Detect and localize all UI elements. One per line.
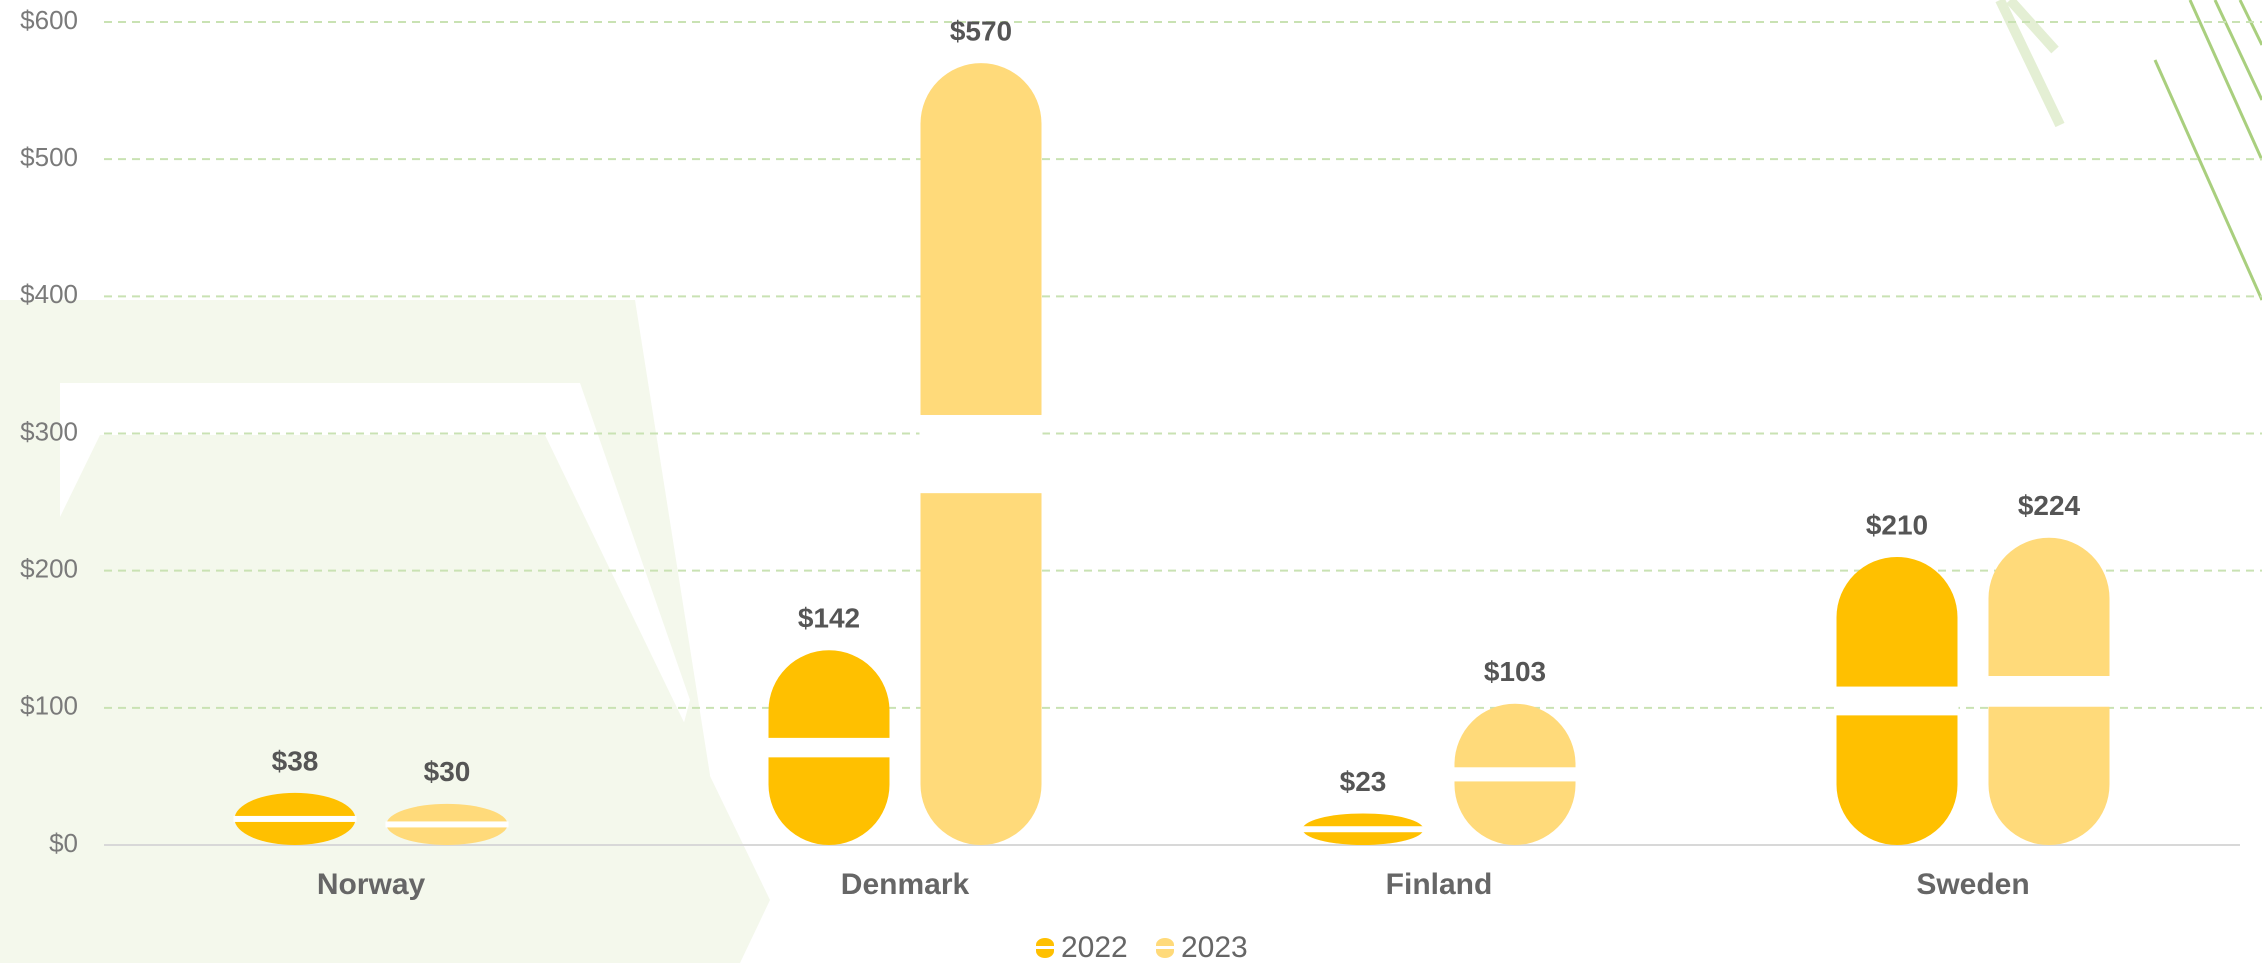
x-tick-label: Sweden — [1916, 868, 2029, 901]
value-label: $210 — [1866, 509, 1928, 540]
y-tick-label: $200 — [20, 554, 78, 584]
bar-gap — [386, 821, 509, 827]
value-label: $570 — [950, 16, 1012, 47]
y-tick-label: $0 — [49, 828, 78, 858]
bar-gap — [234, 816, 357, 822]
legend-swatch-gap — [1155, 946, 1175, 949]
bar-gap — [1836, 687, 1959, 716]
bar-gap — [1302, 826, 1425, 832]
value-label: $23 — [1340, 766, 1387, 797]
value-label: $38 — [272, 745, 319, 776]
value-label: $142 — [798, 603, 860, 634]
legend-swatch-gap — [1035, 946, 1055, 949]
y-tick-label: $500 — [20, 142, 78, 172]
bar-gap — [1454, 767, 1577, 781]
x-tick-label: Denmark — [841, 868, 970, 901]
y-tick-label: $600 — [20, 5, 78, 35]
value-label: $224 — [2018, 490, 2081, 521]
bar-gap — [1988, 676, 2111, 707]
value-label: $103 — [1484, 656, 1546, 687]
legend-label: 2023 — [1181, 931, 1248, 963]
y-tick-label: $400 — [20, 279, 78, 309]
x-tick-label: Norway — [317, 868, 426, 901]
y-tick-label: $100 — [20, 691, 78, 721]
bar-gap — [768, 738, 891, 757]
legend-label: 2022 — [1061, 931, 1128, 963]
chart: $0 $100 $200 $300 $400 $500 $600 Norway $38 $30 De… — [0, 0, 2262, 963]
y-tick-label: $300 — [20, 416, 78, 446]
bar-gap — [920, 415, 1043, 493]
x-tick-label: Finland — [1386, 868, 1493, 901]
value-label: $30 — [424, 756, 471, 787]
